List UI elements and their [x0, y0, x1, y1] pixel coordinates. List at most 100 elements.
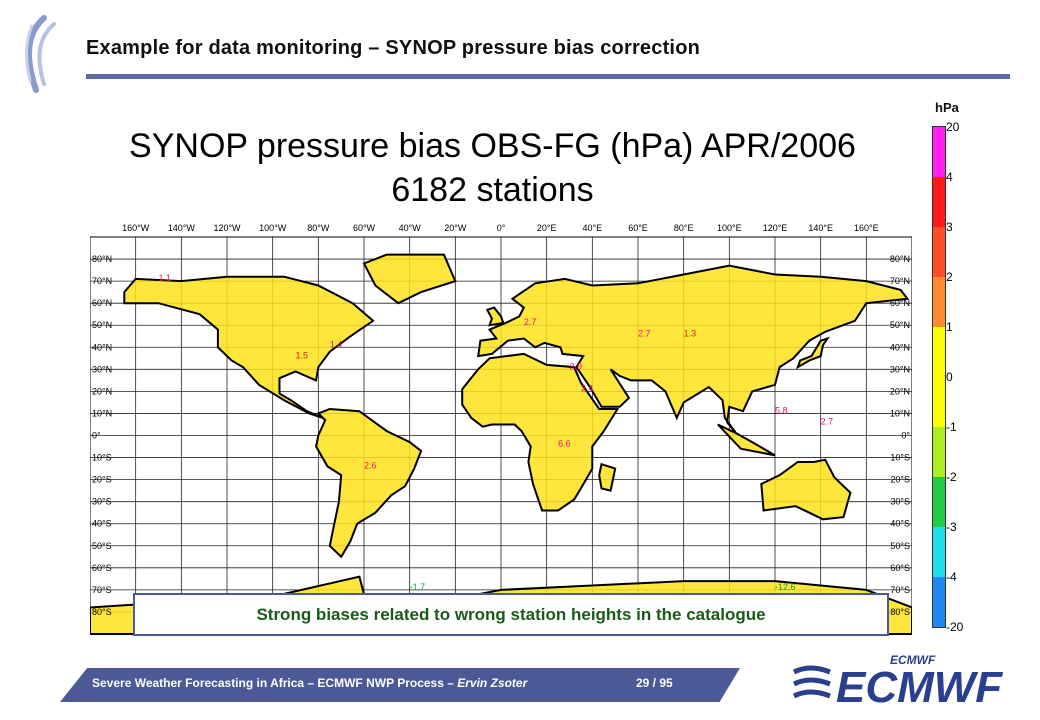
- legend-color-segment: [933, 277, 945, 327]
- ecmwf-logo-text: ECMWF: [836, 663, 1003, 708]
- legend-color-segment: [933, 577, 945, 627]
- ecmwf-logo-waves-icon: [792, 665, 831, 699]
- lat-tick-label-right: 80°N: [890, 254, 910, 264]
- lat-tick-label-left: 30°N: [92, 364, 112, 374]
- continent-greenland: [362, 253, 457, 305]
- lat-tick-label-left: 40°S: [92, 519, 112, 529]
- footer-text: Severe Weather Forecasting in Africa – E…: [92, 676, 527, 690]
- lat-tick-label-left: 50°N: [92, 320, 112, 330]
- station-value: -1.7: [410, 582, 426, 592]
- callout-box: Strong biases related to wrong station h…: [133, 593, 889, 636]
- lat-tick-label-left: 10°S: [92, 453, 112, 463]
- lat-tick-label-right: 30°S: [890, 497, 910, 507]
- legend-tick-label: 0: [946, 370, 953, 384]
- legend-tick-label: 2: [946, 270, 953, 284]
- station-bias-values: 1.4 1.5 2.6 2.7 3.9 2.4 6.6 2.7 1.3 5.8 2.7 1.1 -1.7…: [159, 273, 834, 592]
- lon-tick-label: 120°W: [213, 223, 241, 233]
- legend-color-segment: [933, 127, 945, 177]
- lat-tick-label-left: 60°N: [92, 298, 112, 308]
- lat-tick-label-right: 70°N: [890, 276, 910, 286]
- lat-tick-label-left: 60°S: [92, 563, 112, 573]
- station-value: 6.6: [558, 439, 571, 449]
- latitude-labels: 80°N 80°N 70°N 70°N 60°N 60°N 50°N 50°N 40°N 40°N…: [92, 254, 910, 617]
- lon-tick-label: 20°W: [444, 223, 467, 233]
- lon-tick-label: 80°W: [307, 223, 330, 233]
- continent-madagascar: [598, 462, 617, 492]
- station-value: 1.3: [684, 328, 697, 338]
- legend-color-segment: [933, 527, 945, 577]
- station-value: 2.7: [821, 416, 834, 426]
- page-number: 29 / 95: [636, 676, 673, 690]
- lat-tick-label-right: 40°N: [890, 342, 910, 352]
- station-value: 1.4: [330, 339, 343, 349]
- brand-small-text: ECMWF: [890, 653, 936, 667]
- footer-author: Ervin Zsoter: [457, 676, 528, 690]
- legend-tick-label: 4: [946, 170, 953, 184]
- lat-tick-label-left: 50°S: [92, 541, 112, 551]
- lon-tick-label: 140°E: [808, 223, 833, 233]
- legend-tick-label: 3: [946, 220, 953, 234]
- lat-tick-label-right: 80°S: [890, 607, 910, 617]
- station-value: 1.1: [159, 273, 172, 283]
- lat-tick-label-left: 40°N: [92, 342, 112, 352]
- lat-tick-label-left: 20°N: [92, 386, 112, 396]
- lat-tick-label-right: 20°S: [890, 475, 910, 485]
- lon-tick-label: 160°E: [854, 223, 879, 233]
- lat-tick-label-left: 20°S: [92, 475, 112, 485]
- station-value: 2.7: [638, 328, 651, 338]
- lat-tick-label-right: 30°N: [890, 364, 910, 374]
- slide-title: Example for data monitoring – SYNOP pres…: [86, 37, 701, 59]
- station-value: 2.7: [524, 317, 537, 327]
- continent-africa: [461, 352, 620, 512]
- lat-tick-label-right: 10°N: [890, 408, 910, 418]
- legend-color-segment: [933, 427, 945, 477]
- lat-tick-label-left: 10°N: [92, 408, 112, 418]
- lat-tick-label-right: 60°S: [890, 563, 910, 573]
- lat-tick-label-right: 50°S: [890, 541, 910, 551]
- legend-tick-label: -1: [946, 420, 957, 434]
- lon-tick-label: 60°E: [628, 223, 648, 233]
- world-bias-map: 1.4 1.5 2.6 2.7 3.9 2.4 6.6 2.7 1.3 5.8 2.7 1.1 -1.7…: [90, 223, 912, 635]
- lat-tick-label-right: 0°: [901, 431, 910, 441]
- longitude-labels: 160°W 140°W 120°W 100°W 80°W 60°W 40°W 20°W 0° 20…: [122, 223, 879, 233]
- legend-tick-label: -20: [946, 620, 964, 634]
- lat-tick-label-left: 70°S: [92, 585, 112, 595]
- footer-main: Severe Weather Forecasting in Africa – E…: [92, 676, 458, 690]
- legend-tick-label: 20: [946, 120, 960, 134]
- lon-tick-label: 40°W: [399, 223, 422, 233]
- continent-japan: [795, 336, 830, 370]
- ecmwf-logo: ECMWF: [792, 663, 1003, 708]
- station-value: 2.6: [364, 461, 377, 471]
- map-title: SYNOP pressure bias OBS-FG (hPa) APR/200…: [129, 127, 856, 165]
- continent-indonesia: [717, 423, 776, 457]
- lat-tick-label-right: 10°S: [890, 453, 910, 463]
- continent-australia: [760, 458, 852, 521]
- lon-tick-label: 20°E: [537, 223, 557, 233]
- legend-tick-label: -3: [946, 520, 957, 534]
- title-underline: [86, 74, 1010, 79]
- lon-tick-label: 80°E: [674, 223, 694, 233]
- lon-tick-label: 60°W: [353, 223, 376, 233]
- lat-tick-label-left: 70°N: [92, 276, 112, 286]
- map-subtitle: 6182 stations: [391, 171, 594, 209]
- legend-color-segment: [933, 177, 945, 227]
- station-value: 3.9: [570, 361, 583, 371]
- lon-tick-label: 160°W: [122, 223, 150, 233]
- lon-tick-label: 40°E: [583, 223, 603, 233]
- lat-tick-label-left: 0°: [92, 431, 101, 441]
- lat-tick-label-right: 70°S: [890, 585, 910, 595]
- legend-tick-label: -4: [946, 570, 957, 584]
- legend-color-segment: [933, 477, 945, 527]
- legend-tick-label: 1: [946, 320, 953, 334]
- legend-color-segment: [933, 327, 945, 377]
- lon-tick-label: 100°W: [259, 223, 287, 233]
- lat-tick-label-left: 80°S: [92, 607, 112, 617]
- continent-europe-asia: [477, 264, 910, 434]
- lat-tick-label-right: 50°N: [890, 320, 910, 330]
- lon-tick-label: 120°E: [763, 223, 788, 233]
- lat-tick-label-right: 20°N: [890, 386, 910, 396]
- station-value: -12.6: [775, 582, 796, 592]
- color-legend: [932, 126, 946, 628]
- legend-unit: hPa: [935, 100, 959, 115]
- lon-tick-label: 100°E: [717, 223, 742, 233]
